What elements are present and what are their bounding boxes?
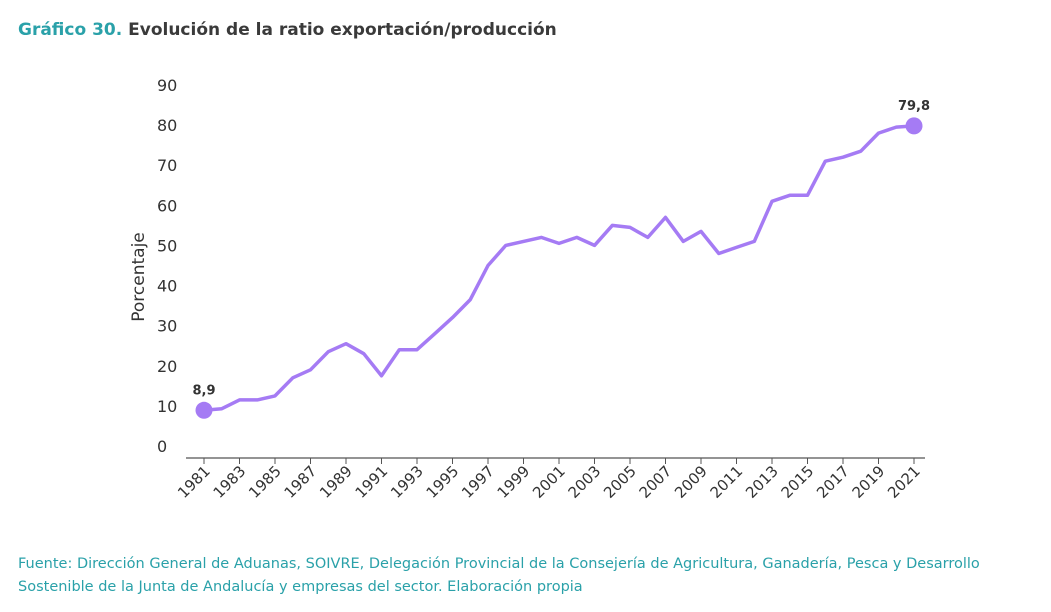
y-axis-label: Porcentaje bbox=[129, 232, 149, 322]
chart-title-number: Gráfico 30. bbox=[18, 20, 123, 40]
x-tick-label: 1987 bbox=[281, 462, 321, 502]
x-tick-label: 1981 bbox=[174, 462, 214, 502]
x-tick-label: 2007 bbox=[636, 462, 676, 502]
x-axis: 1981198319851987198919911993199519971999… bbox=[174, 458, 924, 502]
x-tick-label: 1999 bbox=[494, 462, 534, 502]
data-label: 79,8 bbox=[898, 99, 930, 114]
x-tick-label: 1989 bbox=[316, 462, 356, 502]
y-axis: 0 10 20 30 40 50 60 70 80 90 bbox=[157, 76, 177, 456]
x-tick-label: 1997 bbox=[458, 462, 498, 502]
x-tick-label: 2013 bbox=[742, 462, 782, 502]
x-tick-label: 2015 bbox=[778, 462, 818, 502]
x-tick-label: 2003 bbox=[565, 462, 605, 502]
x-tick-label: 2019 bbox=[849, 462, 889, 502]
y-tick-label: 20 bbox=[157, 357, 177, 376]
endpoint-marker bbox=[905, 117, 923, 135]
y-tick-label: 40 bbox=[157, 277, 177, 296]
y-tick-label: 50 bbox=[157, 236, 177, 255]
endpoint-marker bbox=[195, 401, 213, 419]
x-tick-label: 2009 bbox=[671, 462, 711, 502]
x-tick-label: 2021 bbox=[884, 462, 924, 502]
y-tick-label: 70 bbox=[157, 156, 177, 175]
y-tick-label: 10 bbox=[157, 397, 177, 416]
y-tick-label: 80 bbox=[157, 116, 177, 135]
x-tick-label: 1991 bbox=[352, 462, 392, 502]
x-tick-label: 1993 bbox=[387, 462, 427, 502]
y-tick-label: 90 bbox=[157, 76, 177, 95]
source-note: Fuente: Dirección General de Aduanas, SO… bbox=[18, 556, 980, 595]
x-tick-label: 1995 bbox=[423, 462, 463, 502]
x-tick-label: 2017 bbox=[813, 462, 853, 502]
y-tick-label: 30 bbox=[157, 317, 177, 336]
series-line bbox=[202, 124, 916, 413]
x-tick-label: 1983 bbox=[210, 462, 250, 502]
data-label: 8,9 bbox=[192, 383, 215, 398]
x-tick-label: 2001 bbox=[529, 462, 569, 502]
chart-title-text: Evolución de la ratio exportación/produc… bbox=[128, 20, 557, 40]
y-tick-label: 0 bbox=[157, 437, 167, 456]
x-tick-label: 2011 bbox=[707, 462, 747, 502]
chart-title: Gráfico 30. Evolución de la ratio export… bbox=[18, 20, 557, 40]
y-tick-label: 60 bbox=[157, 196, 177, 215]
x-tick-label: 2005 bbox=[600, 462, 640, 502]
x-tick-label: 1985 bbox=[245, 462, 285, 502]
endpoint-markers: 8,9 79,8 bbox=[192, 99, 930, 419]
